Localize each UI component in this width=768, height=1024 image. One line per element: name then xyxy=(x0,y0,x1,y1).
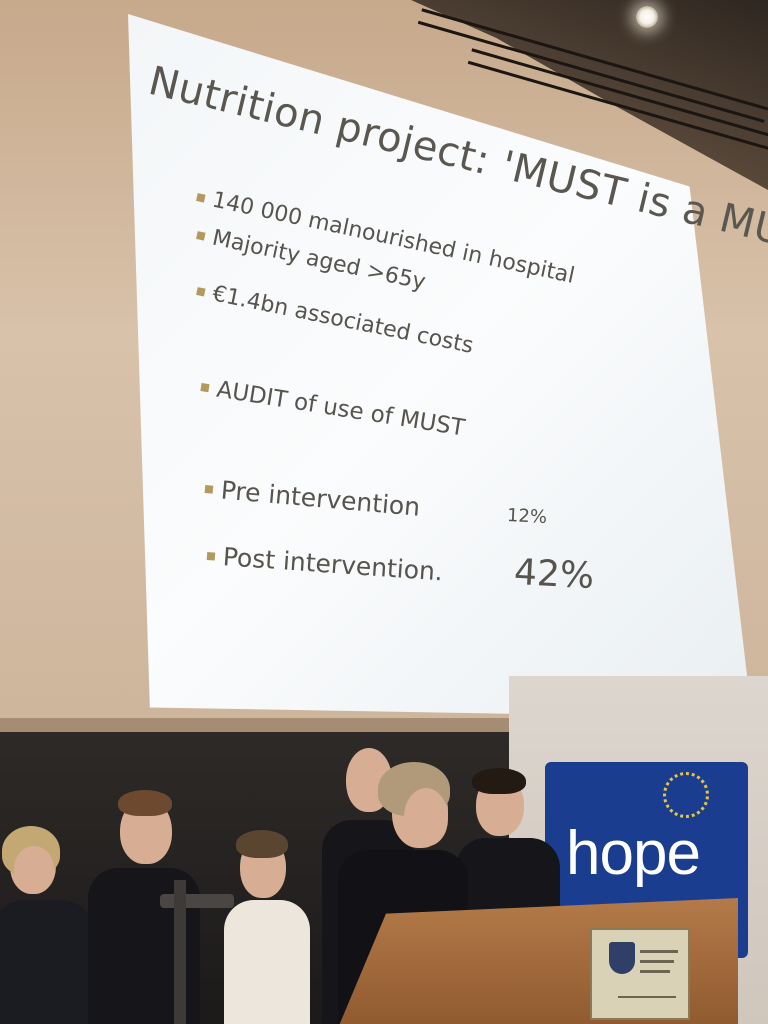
plaque-text-line xyxy=(640,970,670,973)
microphone-icon xyxy=(160,894,234,908)
slide-bullet-text: €1.4bn associated costs xyxy=(210,281,476,359)
bullet-square-icon xyxy=(206,551,216,561)
bullet-square-icon xyxy=(196,192,206,203)
slide-bullet-text: Pre intervention xyxy=(219,475,422,522)
slide-bullet: Post intervention. xyxy=(206,541,444,586)
plaque-text-line xyxy=(640,950,678,953)
lectern-plaque xyxy=(590,928,690,1020)
microphone-stand xyxy=(174,880,186,1024)
hope-logo-text: hope xyxy=(566,819,701,888)
slide-bullet: Pre intervention xyxy=(204,474,422,522)
bullet-square-icon xyxy=(204,484,214,494)
bullet-square-icon xyxy=(200,383,210,393)
plaque-text-line xyxy=(640,960,674,963)
plaque-text-line xyxy=(618,996,676,998)
slide-bullet: €1.4bn associated costs xyxy=(195,278,476,359)
bullet-square-icon xyxy=(196,286,206,297)
slide-bullet-text: AUDIT of use of MUST xyxy=(214,376,467,442)
post-intervention-value: 42% xyxy=(512,551,596,598)
slide-bullet: AUDIT of use of MUST xyxy=(199,374,467,442)
slide-bullet-text: Post intervention. xyxy=(221,542,444,587)
eu-stars-icon xyxy=(663,772,709,818)
pre-intervention-value: 12% xyxy=(506,504,548,529)
spotlight-icon xyxy=(636,6,658,28)
crest-icon xyxy=(609,942,635,974)
bullet-square-icon xyxy=(196,230,206,241)
